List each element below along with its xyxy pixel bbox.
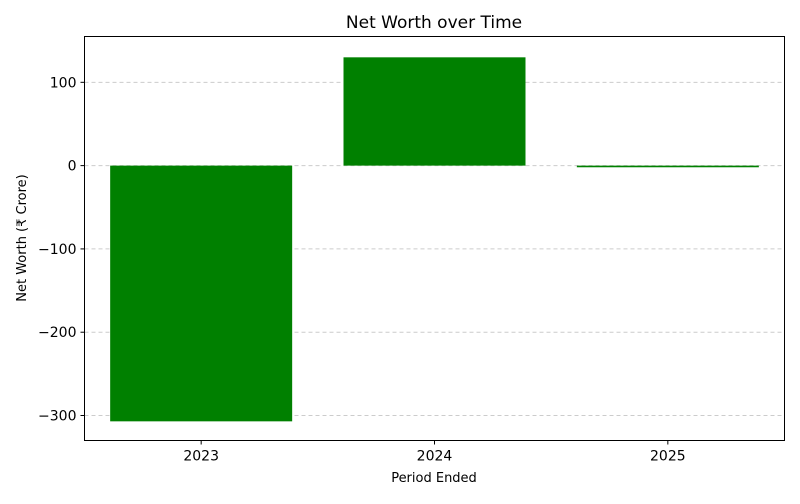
bar-2023 bbox=[110, 165, 293, 422]
y-tick-label: 100 bbox=[50, 75, 77, 91]
y-tick-label: −300 bbox=[38, 409, 76, 425]
x-tick-label: 2023 bbox=[183, 449, 219, 465]
bar-2025 bbox=[576, 165, 759, 168]
y-tick-label: −100 bbox=[38, 242, 76, 258]
y-axis-label: Net Worth (₹ Crore) bbox=[15, 174, 30, 302]
x-tick-label: 2024 bbox=[417, 449, 453, 465]
y-tick-label: −200 bbox=[38, 325, 76, 341]
plot-frame bbox=[84, 36, 785, 441]
chart-title: Net Worth over Time bbox=[346, 13, 522, 33]
y-tick-label: 0 bbox=[68, 159, 77, 175]
x-axis-label: Period Ended bbox=[391, 471, 477, 486]
x-tick-label: 2025 bbox=[650, 449, 686, 465]
bar-2024 bbox=[343, 57, 526, 166]
